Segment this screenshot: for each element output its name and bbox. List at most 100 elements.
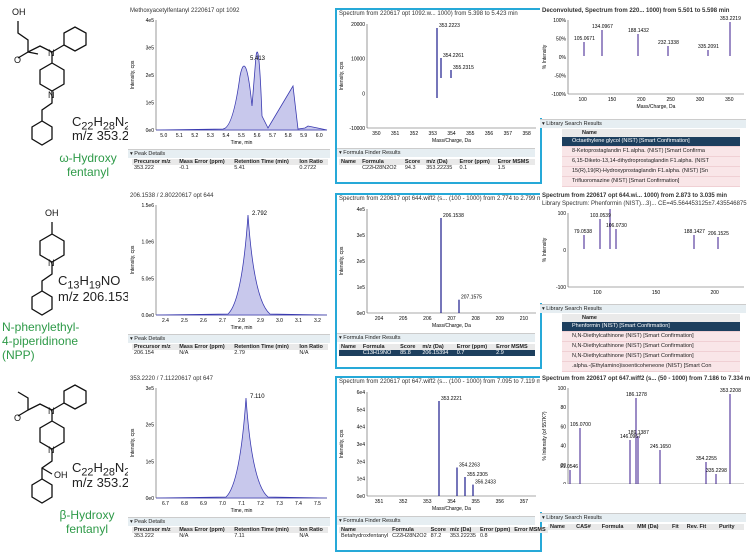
formula-finder-header: Formula Finder Results <box>337 333 535 342</box>
x-tick-label: 7.5 <box>314 501 321 507</box>
library-search-header: Library Search Results <box>540 304 746 313</box>
library-hit-row[interactable]: N,N-Diethylcathinone (NIST) [Smart Confi… <box>562 342 740 352</box>
library-hit-row[interactable]: 15(R),19(R)-Hydroxyprostaglandin F1.alph… <box>562 167 740 177</box>
x-tick-label: 208 <box>471 316 480 322</box>
table-cell[interactable]: 87.2 <box>430 533 442 539</box>
peak-details-table: Precursor m/z Mass Error (ppm) Retention T… <box>132 344 328 356</box>
column-header: Name <box>548 524 575 530</box>
peak-label: 146.0967 <box>620 434 641 440</box>
library-hit-row[interactable]: Octaethylene glycol (NIST) [Smart Confir… <box>562 137 740 147</box>
x-tick-label: 100 <box>593 290 602 296</box>
table-cell: 7.11 <box>234 533 245 539</box>
table-cell[interactable]: C22H28N2O2 <box>362 165 397 171</box>
library-hit-row[interactable]: 6,15-Diketo-13,14-dihydroprostaglandin F… <box>562 157 740 167</box>
x-tick-label: 3.2 <box>314 318 321 324</box>
peak-details-header: Peak Details <box>128 334 330 343</box>
peak-label: 79.0538 <box>574 229 592 235</box>
y-tick-label: 2e5 <box>357 259 366 265</box>
peak-label: 206.1538 <box>443 213 464 219</box>
table-cell[interactable]: 94.3 <box>404 165 416 171</box>
y-tick-label: 3e4 <box>357 442 366 448</box>
x-tick-label: 355 <box>466 131 475 137</box>
library-hit-row[interactable]: 8-Ketoprostaglandin F1.alpha. (NIST) [Sm… <box>562 147 740 157</box>
y-tick-label: 100 <box>558 211 567 217</box>
peak-label: 354.2255 <box>696 456 717 462</box>
column-header: Precursor m/z <box>132 527 178 533</box>
x-tick-label: 353 <box>429 131 438 137</box>
table-cell[interactable] <box>339 350 361 356</box>
table-cell: N/A <box>179 533 189 539</box>
compound-2-name: N-phenylethyl- 4-piperidinone (NPP) <box>2 320 80 362</box>
column-header: Formula <box>599 524 636 530</box>
y-tick-label: 6e4 <box>357 390 366 396</box>
table-cell[interactable] <box>512 533 547 539</box>
table-cell[interactable]: 2.9 <box>496 350 504 356</box>
peak-label: 335.2091 <box>698 44 719 50</box>
table-cell: N/A <box>299 350 309 356</box>
column-header: Name <box>339 527 391 533</box>
peak-label: 353.2223 <box>439 23 460 29</box>
table-cell[interactable] <box>339 165 360 171</box>
x-tick-label: 2.4 <box>162 318 169 324</box>
library-hit-row[interactable]: Phenformin (NIST) [Smart Confirmation] <box>562 322 740 332</box>
table-cell[interactable]: 353.22235 <box>426 165 453 171</box>
compound-2-formula: C13H19NO <box>58 273 121 292</box>
x-tick-label: 354 <box>447 131 456 137</box>
library-hit-row[interactable]: Trifluoromazine (NIST) [Smart Confirmati… <box>562 177 740 187</box>
x-tick-label: 7.3 <box>276 501 283 507</box>
y-tick-label: 0e0 <box>357 311 366 317</box>
xic-panel: Methoxyacetylfentanyl 2220617 opt 1092 4e… <box>128 8 333 148</box>
peak-label: 354.2261 <box>443 53 464 59</box>
x-tick-label: 5.8 <box>285 133 292 139</box>
xic-chart: 4e5 3e5 2e5 1e5 0e0 5.0 5.1 5.2 5.3 5.4 5.5 5.6 5.7 5… <box>130 18 328 146</box>
library-hit-row[interactable]: N,N-Diethylcathinone (NIST) [Smart Confi… <box>562 352 740 362</box>
msms-chart: 100806040200100150200250300350% Intensit… <box>542 386 744 484</box>
formula-finder-header: Formula Finder Results <box>337 148 535 157</box>
y-tick-label: 0 <box>362 91 365 97</box>
y-tick-label: 100 <box>558 386 567 392</box>
table-cell[interactable]: 1.5 <box>497 165 506 171</box>
y-axis-label: % Intensity <box>542 237 548 262</box>
x-tick-label: 207 <box>447 316 456 322</box>
table-cell[interactable]: 0.8 <box>479 533 488 539</box>
msms-panel: Spectrum from 220617 opt 644.wi... 1000)… <box>540 193 748 303</box>
column-header: Score <box>398 344 421 350</box>
y-tick-label: 0e0 <box>357 494 366 500</box>
table-cell[interactable]: 206.15394 <box>422 350 449 356</box>
x-tick-label: 352 <box>410 131 419 137</box>
column-header: Ion Ratio <box>297 527 328 533</box>
svg-text:N: N <box>48 406 55 416</box>
table-cell[interactable]: 85.8 <box>400 350 411 356</box>
x-tick-label: 150 <box>608 97 617 103</box>
table-cell[interactable]: 0.1 <box>459 165 468 171</box>
xic-title: 353.2220 / 7.11220617 opt 647 <box>130 376 213 382</box>
peak-label: 2.792 <box>252 211 268 217</box>
x-tick-label: 3.1 <box>295 318 302 324</box>
formula-finder-table: Name Formula Score m/z (Da) Error (ppm) Error… <box>339 527 548 539</box>
column-header: Retention Time (min) <box>232 527 298 533</box>
column-header: Mass Error (ppm) <box>177 344 233 350</box>
y-tick-label: 0.0e0 <box>141 313 154 319</box>
column-header: m/z (Da) <box>424 159 458 165</box>
library-hit-row[interactable]: N,N-Diethylcathinone (NIST) [Smart Confi… <box>562 332 740 342</box>
library-hit-row[interactable]: .alpha.-(Ethylamino)isoenticoheneone (NI… <box>562 362 740 372</box>
y-tick-label: 1e4 <box>357 477 366 483</box>
peak-label: 186.1278 <box>626 392 647 398</box>
column-header: Error (ppm) <box>454 344 495 350</box>
x-axis-label: Time, min <box>231 140 253 146</box>
column-header: m/z (Da) <box>420 344 455 350</box>
table-cell[interactable]: C13H19NO <box>362 350 392 356</box>
table-cell[interactable]: 353.22235 <box>449 533 476 539</box>
table-cell[interactable]: 0.7 <box>456 350 465 356</box>
msms-title: Spectrum from 220617 opt 644.wi... 1000)… <box>542 193 728 199</box>
table-cell: 206.154 <box>134 350 154 356</box>
column-header: Retention Time (min) <box>232 344 298 350</box>
x-tick-label: 206 <box>423 316 432 322</box>
peak-label: 188.1432 <box>628 28 649 34</box>
ms-spectrum-panel: Spectrum from 220617 opt 644.wiff2 (s...… <box>335 193 547 369</box>
table-cell[interactable]: Betahydroxfentanyl <box>341 533 389 539</box>
peak-label: 206.1525 <box>708 231 729 237</box>
y-axis-label: Intensity, cps <box>130 428 136 457</box>
msms-chart: 100% 50% 0% -50% -100% 100 150 200 250 300 350 % In… <box>542 16 744 110</box>
table-cell[interactable]: C22H28N2O2 <box>392 533 427 539</box>
